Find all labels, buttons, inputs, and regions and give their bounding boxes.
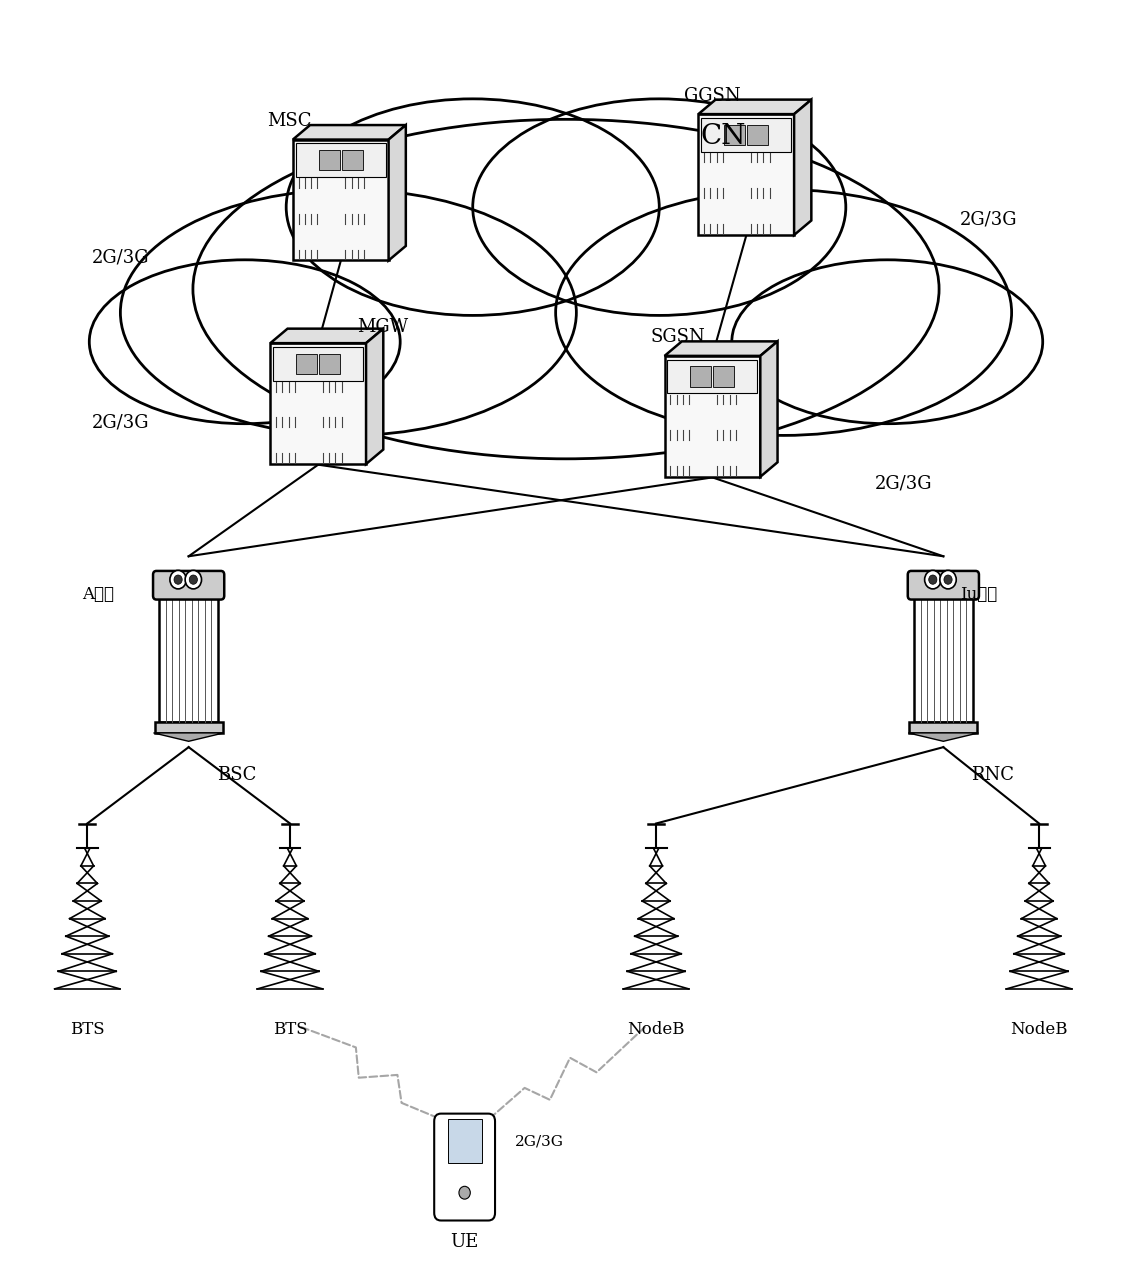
Polygon shape [271,328,384,344]
Text: RNC: RNC [971,767,1014,785]
Text: SGSN: SGSN [651,328,705,346]
Polygon shape [366,328,384,464]
Polygon shape [698,100,812,114]
FancyBboxPatch shape [668,359,757,394]
Text: NodeB: NodeB [1011,1021,1067,1038]
Polygon shape [388,125,405,261]
Text: 2G/3G: 2G/3G [875,474,933,493]
Polygon shape [664,341,778,355]
FancyBboxPatch shape [713,367,735,386]
Text: BTS: BTS [70,1021,104,1038]
FancyBboxPatch shape [293,139,388,261]
Circle shape [189,575,197,584]
FancyBboxPatch shape [273,346,363,381]
Text: 2G/3G: 2G/3G [515,1135,565,1149]
Text: NodeB: NodeB [627,1021,685,1038]
Circle shape [944,575,952,584]
FancyBboxPatch shape [914,581,972,722]
Circle shape [170,570,187,589]
Polygon shape [761,341,778,477]
Ellipse shape [473,98,846,316]
FancyBboxPatch shape [664,355,761,477]
Circle shape [925,570,941,589]
FancyBboxPatch shape [447,1120,481,1163]
FancyBboxPatch shape [153,571,224,599]
Text: MGW: MGW [358,318,409,336]
Circle shape [940,570,957,589]
FancyBboxPatch shape [909,722,977,732]
Polygon shape [154,732,224,741]
FancyBboxPatch shape [747,124,769,144]
Polygon shape [795,100,812,235]
FancyBboxPatch shape [155,722,223,732]
Circle shape [928,575,937,584]
Ellipse shape [192,119,940,459]
Text: 2G/3G: 2G/3G [93,248,149,266]
FancyBboxPatch shape [342,150,362,170]
Text: 2G/3G: 2G/3G [93,414,149,432]
Ellipse shape [286,98,659,316]
FancyBboxPatch shape [319,150,340,170]
Polygon shape [908,732,978,741]
Text: A接口: A接口 [82,587,113,603]
Ellipse shape [731,259,1043,424]
Ellipse shape [89,259,401,424]
Polygon shape [293,125,405,139]
Text: BTS: BTS [273,1021,307,1038]
Text: UE: UE [451,1233,479,1251]
FancyBboxPatch shape [691,367,712,386]
FancyBboxPatch shape [160,581,218,722]
Ellipse shape [120,189,576,436]
FancyBboxPatch shape [698,114,795,235]
FancyBboxPatch shape [295,143,386,178]
FancyBboxPatch shape [297,354,317,374]
FancyBboxPatch shape [908,571,979,599]
FancyBboxPatch shape [724,124,745,144]
Text: Iu接口: Iu接口 [960,587,997,603]
Text: BSC: BSC [217,767,256,785]
FancyBboxPatch shape [701,118,791,152]
Ellipse shape [556,189,1012,436]
Text: GGSN: GGSN [684,87,741,105]
FancyBboxPatch shape [271,344,366,464]
Circle shape [186,570,201,589]
FancyBboxPatch shape [319,354,341,374]
FancyBboxPatch shape [435,1113,495,1220]
Text: 2G/3G: 2G/3G [960,210,1018,227]
Circle shape [174,575,182,584]
Circle shape [458,1186,470,1199]
Text: CN: CN [701,123,746,150]
Text: MSC: MSC [267,112,312,130]
